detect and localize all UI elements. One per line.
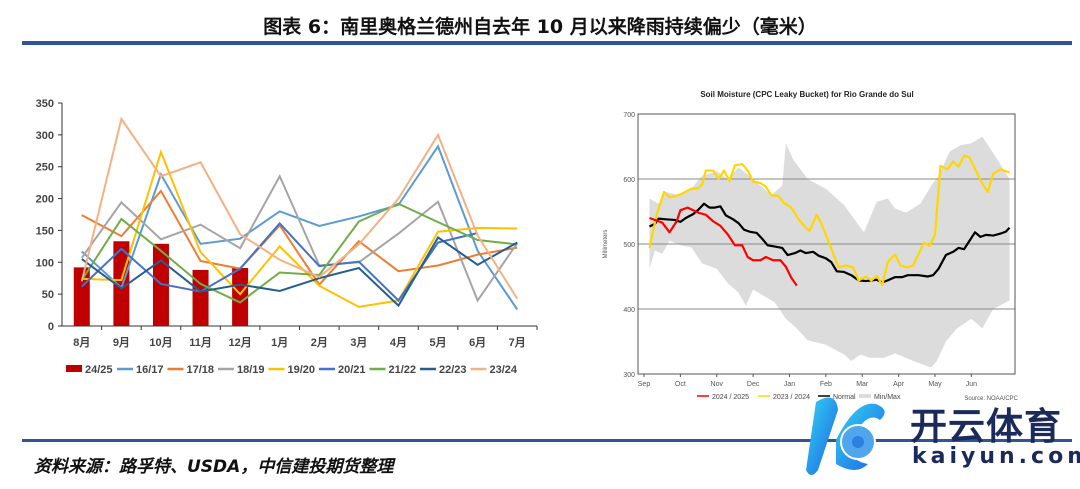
watermark-text-cn: 开云体育 xyxy=(910,405,1062,448)
x-tick-label: Feb xyxy=(820,381,832,388)
bar-24-25 xyxy=(73,267,90,326)
plot-frame xyxy=(637,113,1016,375)
legend-label: 17/18 xyxy=(187,364,215,376)
y-tick-label: 700 xyxy=(623,112,635,119)
x-tick-label: Jan xyxy=(784,381,795,388)
legend-label: 18/19 xyxy=(237,364,265,376)
legend-label: 20/21 xyxy=(338,364,366,376)
legend-label: 2024 / 2025 xyxy=(712,394,749,401)
bar-24-25 xyxy=(113,241,130,326)
bar-24-25 xyxy=(192,269,209,326)
y-tick-label: 0 xyxy=(48,321,54,333)
legend-label: 22/23 xyxy=(439,364,467,376)
source-note: 资料来源：路孚特、USDA，中信建投期货整理 xyxy=(34,457,394,477)
watermark-text-en: kaiyun.com xyxy=(912,444,1080,469)
line-series-23-24 xyxy=(80,116,519,300)
minmax-band xyxy=(649,136,1010,368)
x-tick-label: 12月 xyxy=(229,336,252,349)
x-tick-label: Apr xyxy=(893,381,905,388)
line-series-17-18 xyxy=(81,189,518,287)
x-tick-label: 3月 xyxy=(350,336,367,349)
x-tick-label: 8月 xyxy=(73,336,90,349)
y-tick-label: 350 xyxy=(36,98,54,110)
legend-label: Min/Max xyxy=(874,394,901,401)
x-tick-label: 11月 xyxy=(189,336,212,349)
chart-title: Soil Moisture (CPC Leaky Bucket) for Rio… xyxy=(700,90,913,99)
y-tick-label: 100 xyxy=(36,257,54,269)
legend-label: 19/20 xyxy=(288,364,316,376)
x-tick-label: 9月 xyxy=(113,336,130,349)
line-series-19-20 xyxy=(81,149,518,308)
x-tick-label: 6月 xyxy=(469,336,486,349)
y-axis-label: Millimeters xyxy=(603,230,609,259)
source-label: Source: NOAA/CPC xyxy=(964,396,1018,402)
y-tick-label: 200 xyxy=(36,194,54,206)
x-tick-label: Nov xyxy=(711,381,724,388)
y-tick-label: 600 xyxy=(623,177,635,184)
x-tick-label: Oct xyxy=(675,381,686,388)
legend-label: 23/24 xyxy=(490,364,518,376)
x-tick-label: 5月 xyxy=(429,336,446,349)
line-series-18-19 xyxy=(80,174,519,303)
line-series-21-22 xyxy=(80,202,518,304)
legend-swatch-24-25 xyxy=(66,365,82,372)
logo-mark-icon xyxy=(806,397,885,475)
x-tick-label: 2月 xyxy=(311,336,328,349)
y-tick-label: 400 xyxy=(623,307,635,314)
x-tick-label: 10月 xyxy=(149,336,172,349)
x-tick-label: Sep xyxy=(638,381,651,388)
x-tick-label: 1月 xyxy=(271,336,288,349)
y-tick-label: 300 xyxy=(36,130,54,142)
page-title: 图表 6：南里奥格兰德州自去年 10 月以来降雨持续偏少（毫米） xyxy=(263,16,817,38)
title-divider xyxy=(22,41,1072,45)
x-tick-label: Dec xyxy=(747,381,760,388)
legend-label: 24/25 xyxy=(85,364,113,376)
x-tick-label: 4月 xyxy=(390,336,407,349)
legend-label: 16/17 xyxy=(136,364,164,376)
line-series-1 xyxy=(648,154,1010,287)
y-tick-label: 500 xyxy=(623,242,635,249)
line-series-22-23 xyxy=(81,235,518,308)
y-tick-label: 50 xyxy=(42,289,54,301)
x-tick-label: May xyxy=(928,381,942,388)
y-tick-label: 150 xyxy=(36,225,54,237)
footer-divider xyxy=(22,439,1072,442)
x-tick-label: Mar xyxy=(856,381,869,388)
x-tick-label: 7月 xyxy=(509,336,526,349)
y-tick-label: 250 xyxy=(36,162,54,174)
kaiyun-watermark-logo xyxy=(796,390,1080,480)
legend-label: 21/22 xyxy=(389,364,417,376)
x-tick-label: Jun xyxy=(966,381,977,388)
legend-label: 2023 / 2024 xyxy=(773,394,810,401)
line-series-2 xyxy=(648,202,1011,284)
y-tick-label: 300 xyxy=(623,372,635,379)
line-series-0 xyxy=(649,206,798,287)
legend-label: Normal xyxy=(833,394,856,401)
bar-24-25 xyxy=(232,268,249,326)
